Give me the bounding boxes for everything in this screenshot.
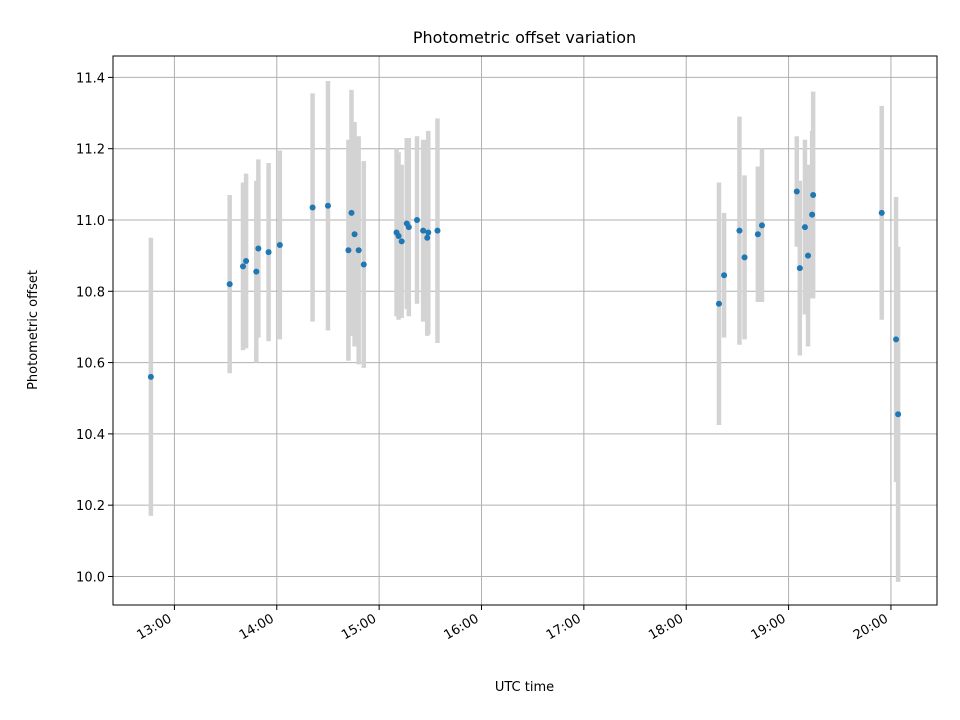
y-tick-label: 10.8: [76, 285, 105, 300]
data-point: [265, 249, 272, 256]
data-point: [424, 234, 431, 241]
data-point: [809, 211, 816, 218]
data-point: [276, 241, 283, 248]
data-point: [805, 252, 812, 259]
x-axis-label: UTC time: [495, 680, 554, 695]
data-point: [793, 188, 800, 195]
data-point: [425, 229, 432, 236]
data-point: [758, 222, 765, 229]
data-point: [309, 204, 316, 211]
y-tick-label: 10.2: [76, 499, 105, 514]
data-point: [414, 216, 421, 223]
data-point: [355, 247, 362, 254]
data-point: [255, 245, 262, 252]
data-point: [351, 231, 358, 238]
data-point: [345, 247, 352, 254]
plot-frame: [112, 55, 938, 606]
data-point: [801, 224, 808, 231]
data-point: [810, 192, 817, 199]
data-point: [239, 263, 246, 270]
data-point: [893, 336, 900, 343]
data-point: [324, 202, 331, 209]
data-point: [721, 272, 728, 279]
data-point: [741, 254, 748, 261]
y-tick-label: 11.4: [76, 71, 105, 86]
data-point: [434, 227, 441, 234]
data-point: [796, 265, 803, 272]
y-axis-label: Photometric offset: [26, 270, 41, 390]
data-point: [398, 238, 405, 245]
data-point: [395, 233, 402, 240]
data-point: [348, 209, 355, 216]
data-point: [226, 281, 233, 288]
y-tick-label: 10.4: [76, 428, 105, 443]
data-point: [878, 209, 885, 216]
data-point: [243, 257, 250, 264]
y-tick-label: 11.2: [76, 143, 105, 158]
data-point: [147, 373, 154, 380]
data-point: [420, 227, 427, 234]
data-point: [715, 300, 722, 307]
data-point: [895, 411, 902, 418]
chart-title: Photometric offset variation: [413, 28, 636, 47]
y-tick-label: 11.0: [76, 214, 105, 229]
data-point: [405, 224, 412, 231]
y-tick-label: 10.6: [76, 357, 105, 372]
y-tick-label: 10.0: [76, 570, 105, 585]
data-point: [253, 268, 260, 275]
y-axis-ticks: 10.0 10.2 10.4 10.6 10.8 11.0 11.2 11.4: [76, 71, 113, 585]
data-points: [147, 188, 902, 418]
data-point: [736, 227, 743, 234]
data-point: [754, 231, 761, 238]
data-point: [360, 261, 367, 268]
